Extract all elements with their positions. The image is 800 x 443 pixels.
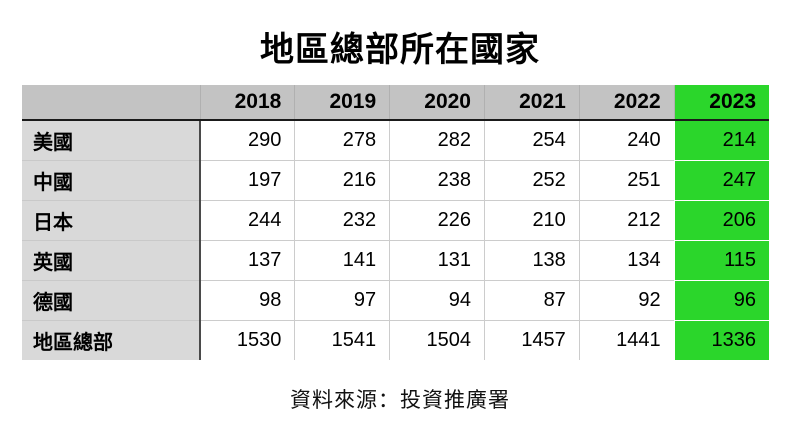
column-header-2022: 2022 <box>578 85 675 121</box>
cell-中國-2018: 197 <box>199 159 295 200</box>
cell-美國-2022: 240 <box>578 119 675 160</box>
cell-日本-2020: 226 <box>389 199 485 240</box>
cell-德國-2023: 96 <box>674 279 769 320</box>
cell-地區總部-2019: 1541 <box>294 319 390 360</box>
cell-美國-2020: 282 <box>389 119 485 160</box>
row-label-日本: 日本 <box>22 199 201 240</box>
cell-中國-2023: 247 <box>674 159 769 200</box>
cell-德國-2022: 92 <box>578 279 675 320</box>
column-header-2018: 2018 <box>199 85 295 121</box>
row-label-德國: 德國 <box>22 279 201 320</box>
column-header-2021: 2021 <box>483 85 580 121</box>
table-row: 地區總部 1530 1541 1504 1457 1441 1336 <box>22 319 769 360</box>
cell-日本-2021: 210 <box>483 199 580 240</box>
cell-英國-2022: 134 <box>578 239 675 280</box>
cell-德國-2021: 87 <box>483 279 580 320</box>
row-label-中國: 中國 <box>22 159 201 200</box>
cell-英國-2019: 141 <box>294 239 390 280</box>
cell-德國-2020: 94 <box>389 279 485 320</box>
cell-中國-2021: 252 <box>483 159 580 200</box>
cell-中國-2020: 238 <box>389 159 485 200</box>
cell-地區總部-2021: 1457 <box>483 319 580 360</box>
table-row: 中國 197 216 238 252 251 247 <box>22 159 769 200</box>
column-header-2020: 2020 <box>389 85 485 121</box>
cell-美國-2019: 278 <box>294 119 390 160</box>
cell-地區總部-2022: 1441 <box>578 319 675 360</box>
row-label-英國: 英國 <box>22 239 201 280</box>
source-note: 資料來源：投資推廣署 <box>290 389 510 412</box>
table-row: 日本 244 232 226 210 212 206 <box>22 199 769 240</box>
table-header-row: 2018 2019 2020 2021 2022 2023 <box>22 85 769 121</box>
regional-hq-table: 2018 2019 2020 2021 2022 2023 美國 290 278 282 254 2… <box>22 85 769 360</box>
cell-地區總部-2023: 1336 <box>674 319 769 360</box>
table-row: 美國 290 278 282 254 240 214 <box>22 119 769 160</box>
cell-英國-2023: 115 <box>674 239 769 280</box>
row-label-地區總部: 地區總部 <box>22 319 201 360</box>
cell-中國-2019: 216 <box>294 159 390 200</box>
cell-美國-2023: 214 <box>674 119 769 160</box>
cell-英國-2020: 131 <box>389 239 485 280</box>
cell-美國-2018: 290 <box>199 119 295 160</box>
page-title: 地區總部所在國家 <box>260 31 540 69</box>
cell-日本-2018: 244 <box>199 199 295 240</box>
corner-cell <box>22 85 200 121</box>
row-label-美國: 美國 <box>22 119 201 160</box>
cell-日本-2022: 212 <box>578 199 675 240</box>
cell-德國-2018: 98 <box>199 279 295 320</box>
table-row: 英國 137 141 131 138 134 115 <box>22 239 769 280</box>
cell-美國-2021: 254 <box>483 119 580 160</box>
cell-地區總部-2020: 1504 <box>389 319 485 360</box>
cell-日本-2019: 232 <box>294 199 390 240</box>
cell-地區總部-2018: 1530 <box>199 319 295 360</box>
cell-中國-2022: 251 <box>578 159 675 200</box>
cell-德國-2019: 97 <box>294 279 390 320</box>
column-header-2019: 2019 <box>294 85 390 121</box>
cell-英國-2021: 138 <box>483 239 580 280</box>
column-header-2023: 2023 <box>673 85 769 121</box>
cell-英國-2018: 137 <box>199 239 295 280</box>
cell-日本-2023: 206 <box>674 199 769 240</box>
table-row: 德國 98 97 94 87 92 96 <box>22 279 769 320</box>
